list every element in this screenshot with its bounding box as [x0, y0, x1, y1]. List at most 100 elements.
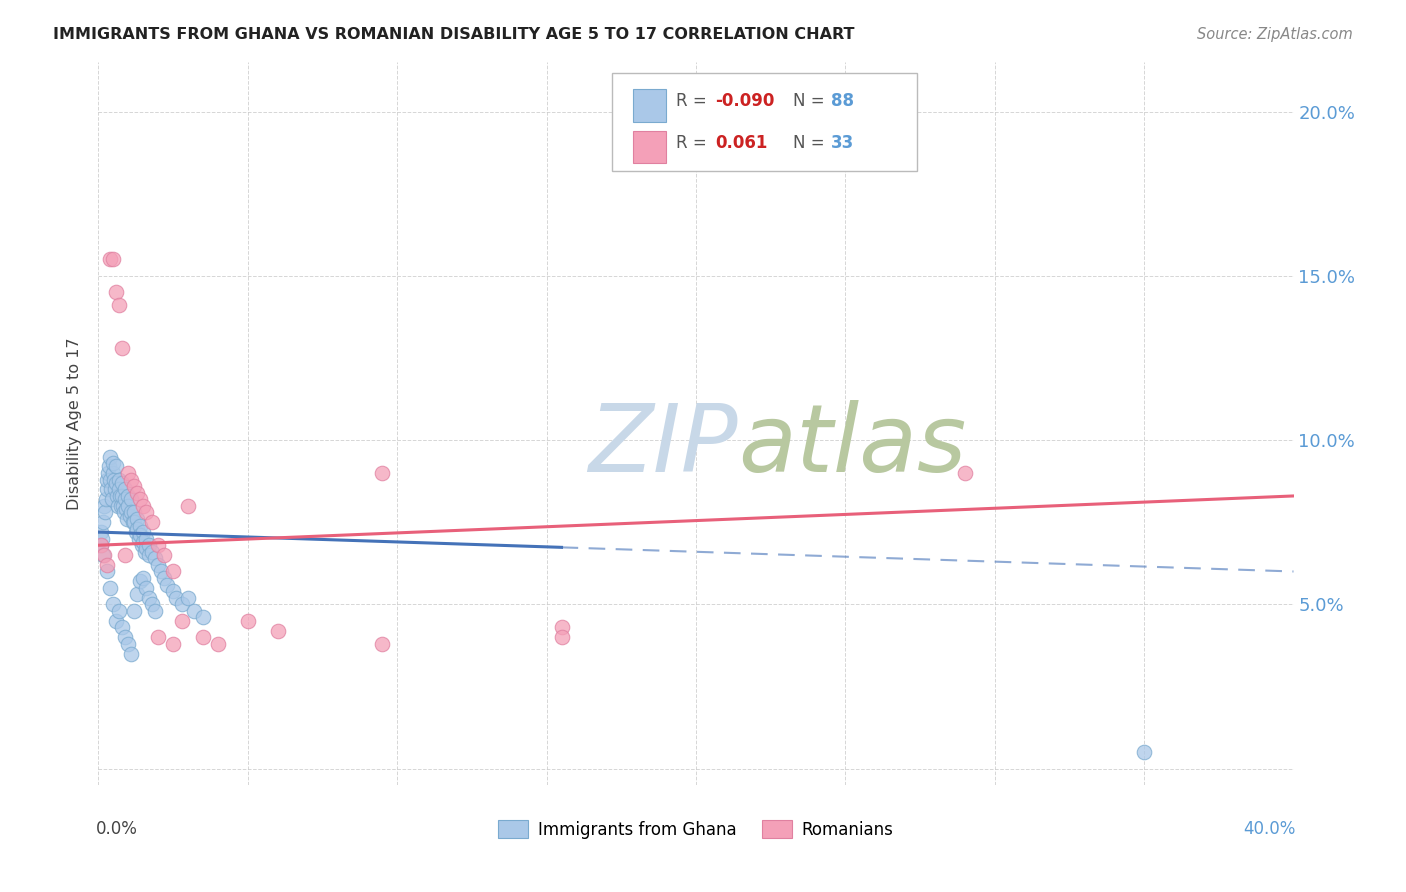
- Point: [117, 637, 139, 651]
- Point: [115, 502, 138, 516]
- Point: [114, 548, 136, 562]
- Point: [115, 512, 138, 526]
- Text: N =: N =: [793, 92, 830, 111]
- Point: [132, 499, 155, 513]
- Point: [114, 492, 136, 507]
- Point: [138, 548, 160, 562]
- Point: [91, 548, 114, 562]
- Point: [98, 252, 122, 267]
- Point: [105, 285, 128, 300]
- Point: [1133, 745, 1156, 759]
- Point: [129, 574, 152, 589]
- FancyBboxPatch shape: [633, 130, 666, 163]
- Text: Source: ZipAtlas.com: Source: ZipAtlas.com: [1197, 27, 1353, 42]
- Point: [108, 604, 131, 618]
- Point: [108, 489, 131, 503]
- Point: [111, 499, 134, 513]
- Point: [103, 456, 125, 470]
- Point: [98, 450, 122, 464]
- Point: [111, 489, 134, 503]
- Point: [90, 538, 112, 552]
- Point: [127, 587, 149, 601]
- Point: [129, 528, 152, 542]
- Point: [172, 598, 194, 612]
- Point: [111, 475, 134, 490]
- Point: [110, 499, 132, 513]
- Point: [236, 614, 259, 628]
- Point: [121, 515, 143, 529]
- Point: [103, 598, 125, 612]
- Point: [128, 532, 150, 546]
- Point: [117, 499, 139, 513]
- Point: [124, 505, 146, 519]
- Point: [138, 538, 160, 552]
- Point: [124, 515, 146, 529]
- Point: [371, 466, 394, 480]
- Point: [90, 524, 112, 539]
- Y-axis label: Disability Age 5 to 17: Disability Age 5 to 17: [67, 337, 83, 510]
- Point: [143, 604, 166, 618]
- Point: [183, 604, 205, 618]
- Text: ZIP: ZIP: [588, 400, 738, 491]
- Point: [141, 545, 163, 559]
- Point: [371, 637, 394, 651]
- Point: [101, 492, 124, 507]
- Point: [120, 492, 142, 507]
- Point: [103, 466, 125, 480]
- Point: [90, 538, 112, 552]
- Point: [134, 545, 156, 559]
- Point: [143, 551, 166, 566]
- Text: R =: R =: [676, 92, 711, 111]
- Point: [177, 591, 200, 605]
- Point: [207, 637, 229, 651]
- Point: [108, 483, 131, 497]
- Point: [97, 459, 120, 474]
- Point: [120, 647, 142, 661]
- Point: [141, 598, 163, 612]
- Point: [117, 489, 139, 503]
- Point: [135, 541, 157, 556]
- Text: 0.061: 0.061: [716, 134, 768, 152]
- Point: [107, 499, 129, 513]
- Point: [550, 630, 572, 644]
- FancyBboxPatch shape: [633, 89, 666, 121]
- Point: [96, 483, 118, 497]
- Text: 88: 88: [831, 92, 853, 111]
- Point: [96, 473, 118, 487]
- Point: [153, 571, 176, 585]
- Point: [111, 341, 134, 355]
- Text: IMMIGRANTS FROM GHANA VS ROMANIAN DISABILITY AGE 5 TO 17 CORRELATION CHART: IMMIGRANTS FROM GHANA VS ROMANIAN DISABI…: [53, 27, 855, 42]
- Point: [91, 515, 114, 529]
- Point: [141, 515, 163, 529]
- Point: [132, 571, 155, 585]
- Point: [105, 459, 128, 474]
- Text: -0.090: -0.090: [716, 92, 775, 111]
- Point: [124, 604, 146, 618]
- Point: [132, 524, 155, 539]
- Point: [162, 584, 184, 599]
- Point: [165, 591, 187, 605]
- Point: [148, 630, 170, 644]
- Point: [120, 505, 142, 519]
- Text: 40.0%: 40.0%: [1243, 820, 1296, 838]
- Point: [550, 620, 572, 634]
- Point: [108, 473, 131, 487]
- Point: [129, 518, 152, 533]
- FancyBboxPatch shape: [613, 73, 917, 171]
- Point: [98, 473, 122, 487]
- Text: 0.0%: 0.0%: [96, 820, 138, 838]
- Point: [93, 499, 115, 513]
- Point: [114, 630, 136, 644]
- Point: [98, 581, 122, 595]
- Point: [94, 505, 117, 519]
- Point: [96, 558, 118, 572]
- Point: [117, 466, 139, 480]
- Point: [104, 483, 127, 497]
- Point: [162, 637, 184, 651]
- Point: [135, 505, 157, 519]
- Point: [138, 591, 160, 605]
- Point: [150, 565, 173, 579]
- Point: [105, 489, 128, 503]
- Point: [191, 630, 214, 644]
- Point: [94, 492, 117, 507]
